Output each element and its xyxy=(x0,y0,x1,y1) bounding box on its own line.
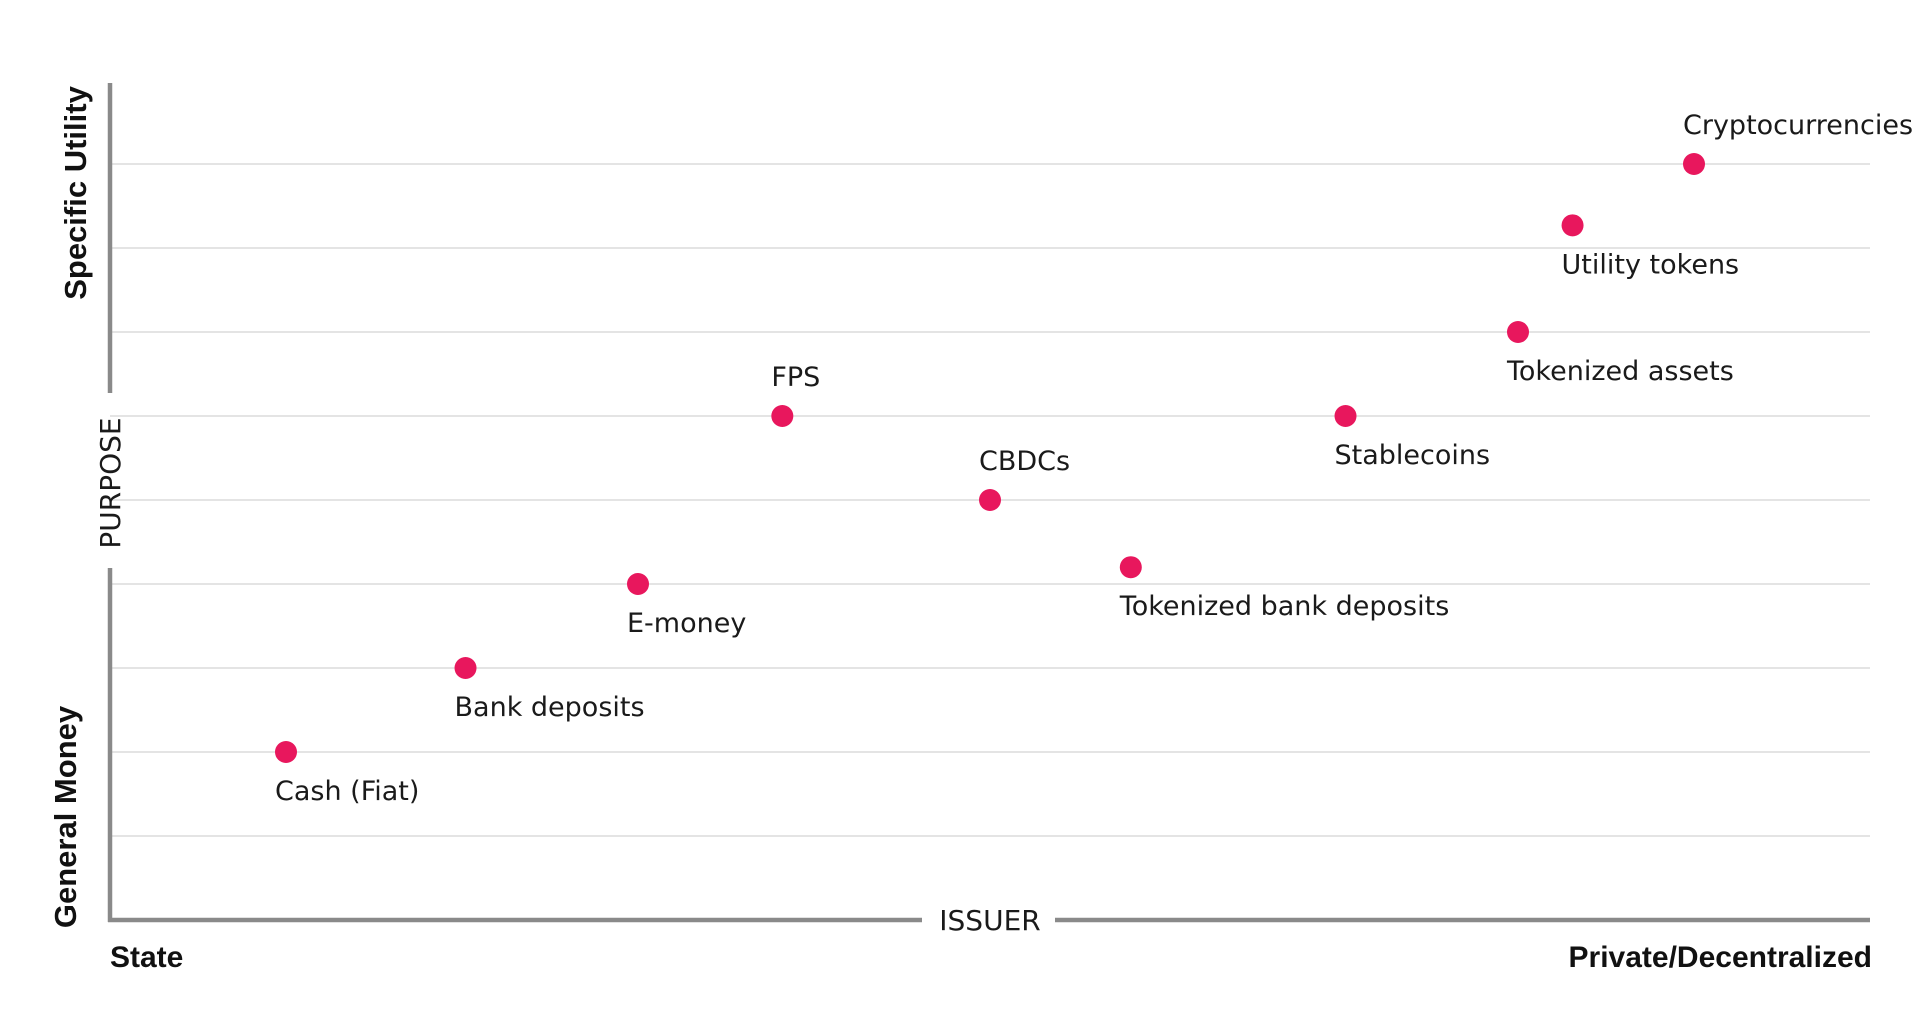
data-point-label: Utility tokens xyxy=(1562,249,1740,280)
data-point xyxy=(1561,214,1584,237)
data-point-label: Tokenized assets xyxy=(1506,356,1734,387)
data-point-label: Cryptocurrencies xyxy=(1683,110,1913,141)
data-point-label: CBDCs xyxy=(979,446,1070,477)
y-pole-bottom: General Money xyxy=(48,705,83,928)
data-point xyxy=(454,657,477,679)
data-point-label: Cash (Fiat) xyxy=(275,776,419,807)
data-point xyxy=(627,573,649,595)
y-axis-title: PURPOSE xyxy=(94,417,127,548)
data-point-label: E-money xyxy=(627,608,746,639)
data-point-label: Stablecoins xyxy=(1335,440,1491,471)
data-point-label: Bank deposits xyxy=(455,692,645,723)
x-pole-right: Private/Decentralized xyxy=(1569,941,1872,974)
data-points: Cash (Fiat) Bank deposits E-money FPS CBDCs T… xyxy=(275,110,1913,807)
axes xyxy=(107,83,1870,923)
data-point xyxy=(1683,153,1705,175)
data-point-label: Tokenized bank deposits xyxy=(1119,591,1449,622)
data-point xyxy=(275,741,297,763)
data-point xyxy=(1507,321,1529,343)
y-pole-top: Specific Utility xyxy=(58,85,93,299)
data-point xyxy=(1334,405,1357,427)
data-point xyxy=(771,405,794,427)
x-axis-title: ISSUER xyxy=(939,904,1040,937)
x-pole-left: State xyxy=(110,941,183,974)
data-point xyxy=(1119,556,1142,579)
data-point-label: FPS xyxy=(771,362,820,393)
data-point xyxy=(979,489,1001,511)
